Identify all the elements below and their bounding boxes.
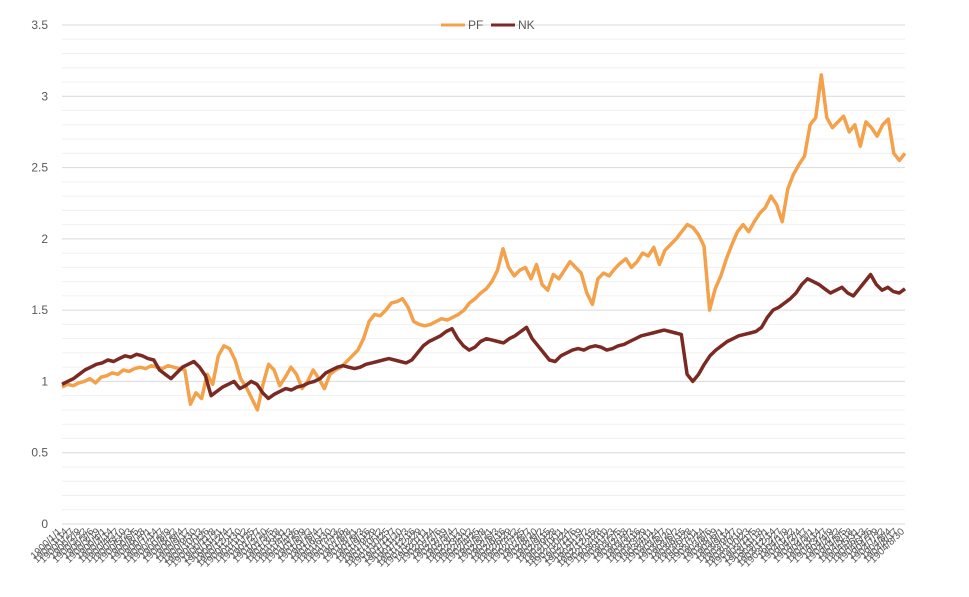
y-tick-label: 3.5 xyxy=(31,18,48,32)
legend-label-nk: NK xyxy=(518,18,535,32)
y-tick-label: 3 xyxy=(41,89,48,103)
gridlines xyxy=(62,24,905,525)
y-tick-label: 1.5 xyxy=(31,303,48,317)
series-line-pf xyxy=(61,73,907,412)
y-tick-label: 2 xyxy=(41,232,48,246)
y-tick-label: 1 xyxy=(41,374,48,388)
series-line-nk xyxy=(61,272,907,401)
y-tick-label: 0 xyxy=(41,517,48,531)
series-lines xyxy=(61,73,907,412)
legend: PF NK xyxy=(441,18,535,32)
y-tick-label: 0.5 xyxy=(31,446,48,460)
x-axis-tick-labels: 1900/1/11900/1/141900/1/271900/2/91900/2… xyxy=(29,526,908,569)
y-tick-label: 2.5 xyxy=(31,161,48,175)
legend-label-pf: PF xyxy=(468,18,483,32)
y-axis-tick-labels: 0 0.5 1 1.5 2 2.5 3 3.5 xyxy=(31,18,48,531)
